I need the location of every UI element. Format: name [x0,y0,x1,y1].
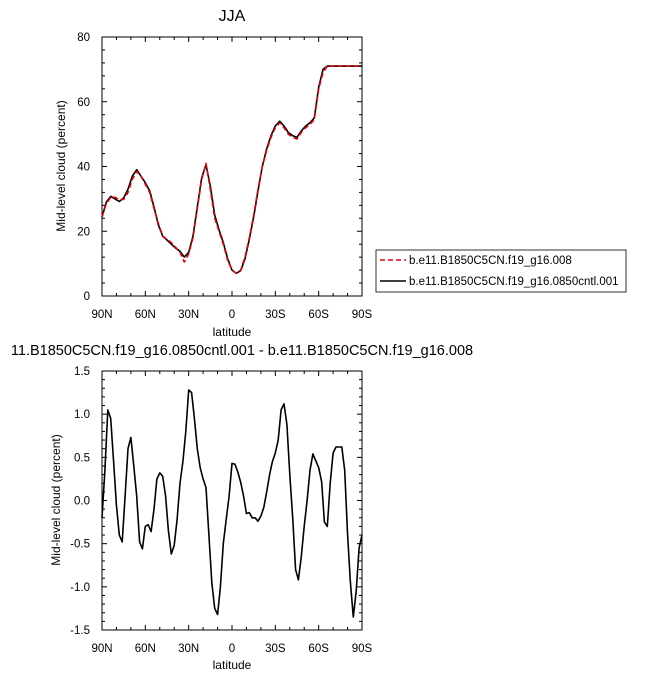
x-axis-ticks-bottom: 90N 60N 30N 0 30S 60S 90S [91,371,373,655]
legend: b.e11.B1850C5CN.f19_g16.008 b.e11.B1850C… [375,249,627,293]
y-axis-ticks-top: 0 20 40 60 80 [77,32,362,303]
chart-title-bottom: 11.B1850C5CN.f19_g16.0850cntl.001 - b.e1… [11,343,473,359]
x-tick-label: 30N [178,309,199,321]
y-tick-label: 1.5 [74,366,90,378]
series-line-bottom-1 [101,389,363,618]
x-axis-ticks-top: 90N 60N 30N 0 30S 60S 90S [91,37,373,321]
x-tick-label: 60S [308,643,329,655]
x-tick-label: 30S [265,309,286,321]
x-tick-label: 90N [91,643,112,655]
x-axis-label-top: latitude [213,325,252,339]
x-axis-label-bottom: latitude [213,658,252,672]
y-tick-label: 0 [84,291,90,303]
x-tick-label: 0 [229,643,235,655]
y-tick-label: 40 [77,162,90,174]
y-axis-ticks-bottom: -1.5 -1.0 -0.5 0.0 0.5 1.0 1.5 [70,366,362,637]
panel-top-cloud-lines: JJA 0 20 40 60 80 90N 60N 30N 0 30S 60S 90S latitu… [54,8,373,339]
legend-label-series-1: b.e11.B1850C5CN.f19_g16.008 [409,255,572,267]
y-tick-label: -0.5 [70,539,90,551]
x-tick-label: 90S [352,643,373,655]
y-tick-label: 80 [77,32,90,44]
chart-title-top: JJA [219,8,246,25]
x-tick-label: 60N [135,643,156,655]
x-tick-label: 90S [352,309,373,321]
legend-label-series-2: b.e11.B1850C5CN.f19_g16.0850cntl.001 [409,276,619,288]
y-axis-label-top: Mid-level cloud (percent) [54,100,68,231]
series-lines-bottom [101,389,363,618]
y-tick-label: 1.0 [74,409,90,421]
y-axis-label-bottom: Mid-level cloud (percent) [49,434,63,565]
x-tick-label: 30N [178,643,199,655]
x-tick-label: 60S [308,309,329,321]
y-tick-label: 60 [77,97,90,109]
series-lines-top [101,65,362,275]
x-tick-label: 0 [229,309,235,321]
x-tick-label: 30S [265,643,286,655]
x-tick-label: 60N [135,309,156,321]
y-tick-label: 0.0 [74,496,90,508]
series-line-top-1 [101,65,362,275]
legend-box [375,249,627,293]
y-tick-label: -1.0 [70,582,90,594]
plot-frame-top [101,36,363,297]
x-tick-label: 90N [91,309,112,321]
series-line-top-2 [101,65,362,275]
y-tick-label: 20 [77,226,90,238]
panel-bottom-difference: 11.B1850C5CN.f19_g16.0850cntl.001 - b.e1… [11,343,473,672]
y-tick-label: -1.5 [70,625,90,637]
y-tick-label: 0.5 [74,452,90,464]
